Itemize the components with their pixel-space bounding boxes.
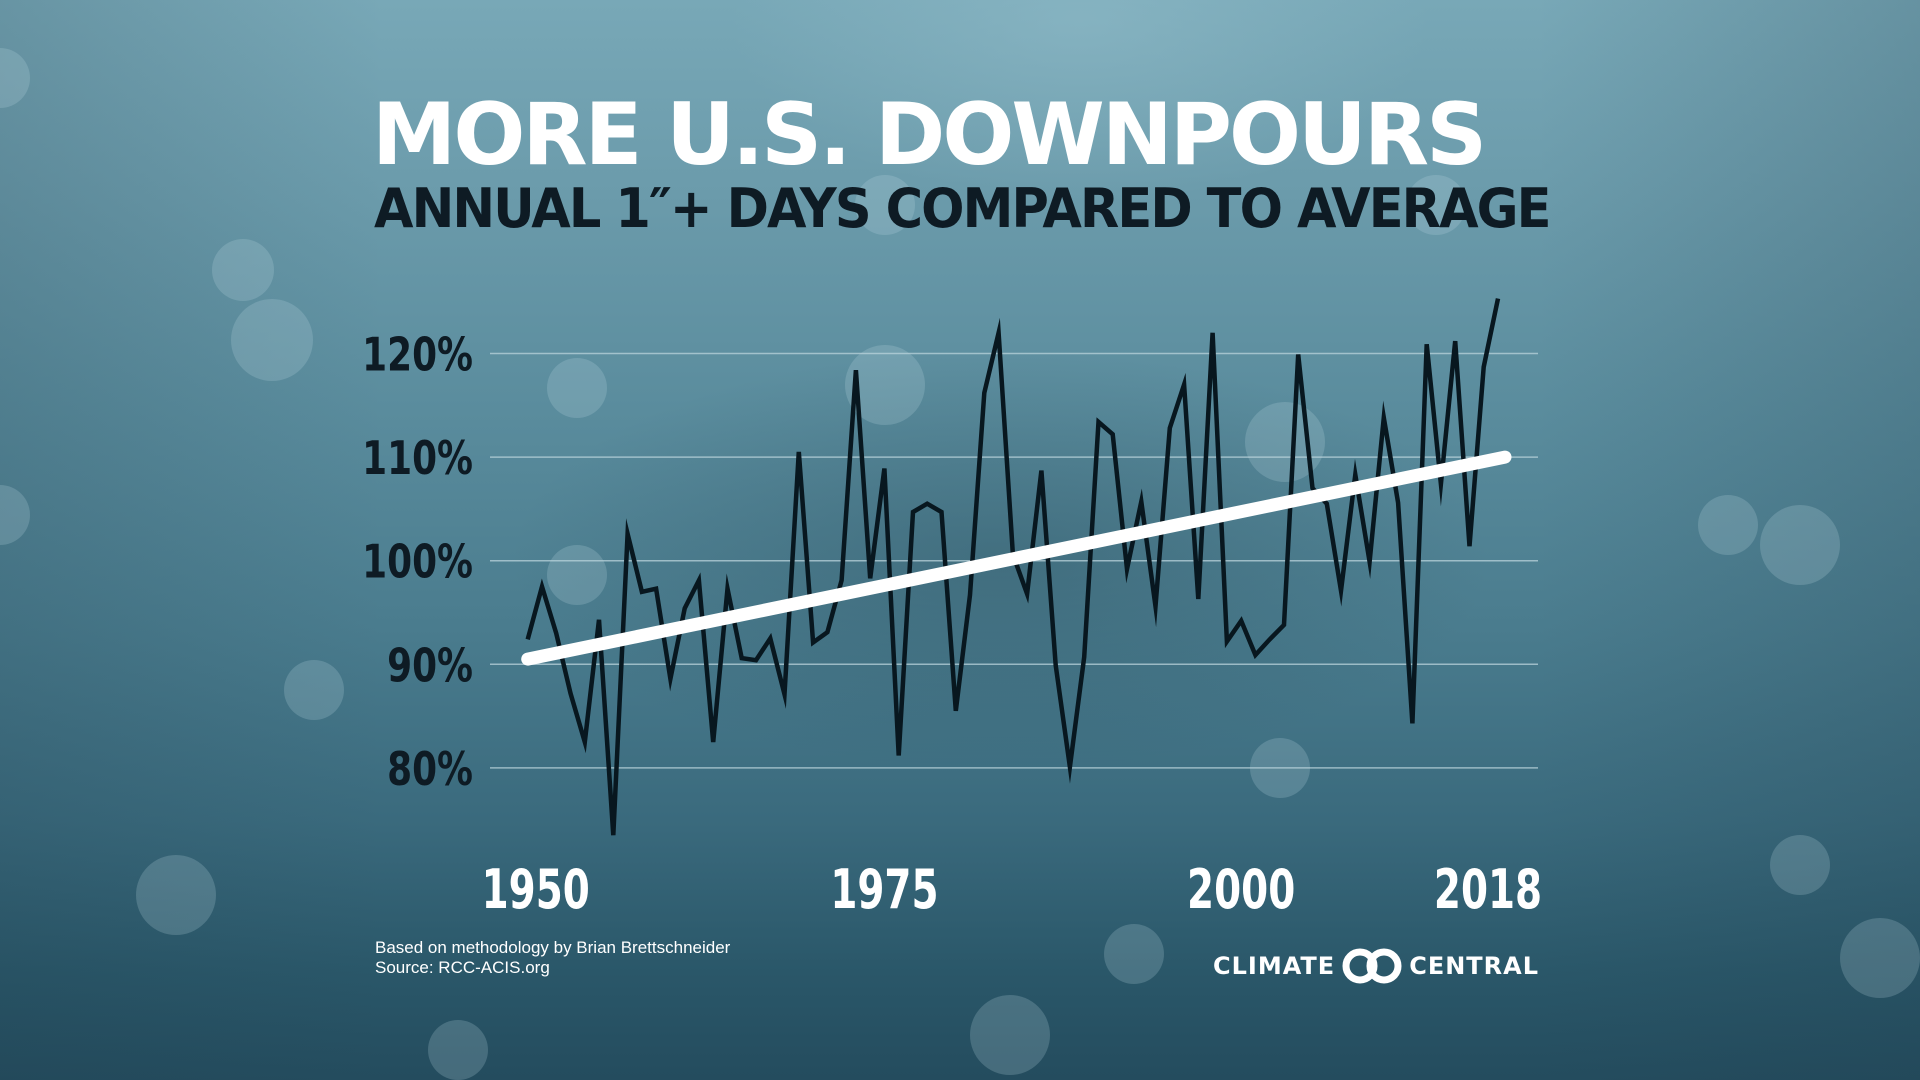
data-point-1979 bbox=[940, 510, 944, 514]
data-point-1966 bbox=[754, 658, 758, 662]
x-tick-label-2000: 2000 bbox=[1187, 859, 1295, 922]
data-point-2013 bbox=[1425, 342, 1429, 346]
data-point-1996 bbox=[1182, 383, 1186, 387]
x-tick-label-1950: 1950 bbox=[482, 859, 590, 922]
data-point-1976 bbox=[897, 754, 901, 758]
logo-word-left: CLIMATE bbox=[1213, 952, 1336, 980]
y-tick-label-80: 80% bbox=[387, 743, 473, 797]
data-point-1998 bbox=[1211, 331, 1215, 335]
data-point-1975 bbox=[882, 467, 886, 471]
y-tick-label-110: 110% bbox=[362, 432, 473, 486]
data-point-2002 bbox=[1268, 637, 1272, 641]
data-point-1988 bbox=[1068, 765, 1072, 769]
data-point-1969 bbox=[797, 450, 801, 454]
data-point-1978 bbox=[925, 502, 929, 506]
data-point-2010 bbox=[1382, 416, 1386, 420]
data-point-1960 bbox=[668, 677, 672, 681]
interlocking-rings-icon bbox=[1342, 948, 1402, 984]
x-tick-label-2018: 2018 bbox=[1434, 859, 1542, 922]
data-point-2003 bbox=[1282, 623, 1286, 627]
data-point-1982 bbox=[982, 391, 986, 395]
logo-word-right: CENTRAL bbox=[1409, 952, 1540, 980]
data-point-2012 bbox=[1410, 721, 1414, 725]
data-point-1993 bbox=[1139, 500, 1143, 504]
climate-central-logo: CLIMATE CENTRAL bbox=[1213, 948, 1539, 984]
data-point-1995 bbox=[1168, 426, 1172, 430]
data-point-1961 bbox=[683, 606, 687, 610]
y-tick-label-120: 120% bbox=[362, 328, 473, 382]
data-point-1967 bbox=[768, 636, 772, 640]
data-point-2014 bbox=[1439, 482, 1443, 486]
data-point-1987 bbox=[1054, 663, 1058, 667]
data-point-1994 bbox=[1154, 604, 1158, 608]
data-series bbox=[521, 297, 1512, 837]
data-point-1980 bbox=[954, 709, 958, 713]
data-point-1964 bbox=[726, 587, 730, 591]
data-point-1992 bbox=[1125, 567, 1129, 571]
chart-title: MORE U.S. DOWNPOURS bbox=[372, 85, 1487, 185]
data-point-1952 bbox=[554, 631, 558, 635]
data-point-2000 bbox=[1239, 619, 1243, 623]
methodology-note: Based on methodology by Brian Brettschne… bbox=[375, 938, 731, 957]
data-point-1981 bbox=[968, 593, 972, 597]
data-point-2018 bbox=[1496, 297, 1500, 301]
data-point-1971 bbox=[825, 630, 829, 634]
y-axis-labels: 120% 110% 100% 90% 80% bbox=[362, 328, 473, 796]
data-point-1953 bbox=[569, 691, 573, 695]
x-axis-labels: 1950 1975 2000 2018 bbox=[482, 859, 1543, 922]
data-point-1999 bbox=[1225, 640, 1229, 644]
data-point-2008 bbox=[1353, 473, 1357, 477]
data-point-2017 bbox=[1482, 365, 1486, 369]
data-point-1959 bbox=[654, 587, 658, 591]
data-point-2015 bbox=[1453, 339, 1457, 343]
data-point-2007 bbox=[1339, 589, 1343, 593]
x-tick-label-1975: 1975 bbox=[830, 859, 938, 922]
data-point-1955 bbox=[597, 618, 601, 622]
data-point-1962 bbox=[697, 578, 701, 582]
data-point-2004 bbox=[1296, 353, 1300, 357]
data-point-2016 bbox=[1468, 544, 1472, 548]
data-point-1989 bbox=[1082, 655, 1086, 659]
data-point-1965 bbox=[740, 656, 744, 660]
data-point-2011 bbox=[1396, 501, 1400, 505]
chart-subtitle: ANNUAL 1″+ DAYS COMPARED TO AVERAGE bbox=[374, 177, 1552, 240]
data-point-1977 bbox=[911, 510, 915, 514]
data-point-1974 bbox=[868, 576, 872, 580]
trend-line bbox=[521, 450, 1512, 666]
data-point-1997 bbox=[1196, 597, 1200, 601]
data-point-1968 bbox=[783, 692, 787, 696]
data-point-1983 bbox=[997, 331, 1001, 335]
data-point-2005 bbox=[1311, 486, 1315, 490]
data-point-2001 bbox=[1253, 653, 1257, 657]
data-point-1985 bbox=[1025, 592, 1029, 596]
data-point-1954 bbox=[583, 740, 587, 744]
data-point-1958 bbox=[640, 590, 644, 594]
data-point-1991 bbox=[1111, 432, 1115, 436]
y-tick-label-100: 100% bbox=[362, 535, 473, 589]
data-point-1990 bbox=[1097, 420, 1101, 424]
series-line-annual-days bbox=[525, 298, 1501, 836]
y-tick-label-90: 90% bbox=[387, 639, 473, 693]
chart-footer: Based on methodology by Brian Brettschne… bbox=[375, 938, 730, 978]
data-point-1963 bbox=[711, 740, 715, 744]
data-point-1957 bbox=[626, 532, 630, 536]
data-point-1970 bbox=[811, 641, 815, 645]
source-note: Source: RCC-ACIS.org bbox=[375, 958, 550, 977]
data-point-1950 bbox=[526, 637, 530, 641]
data-point-1972 bbox=[840, 578, 844, 582]
data-point-2006 bbox=[1325, 502, 1329, 506]
data-point-2009 bbox=[1368, 560, 1372, 564]
data-point-1986 bbox=[1039, 469, 1043, 473]
data-point-1973 bbox=[854, 368, 858, 372]
data-point-1951 bbox=[540, 585, 544, 589]
data-point-1956 bbox=[611, 833, 615, 837]
